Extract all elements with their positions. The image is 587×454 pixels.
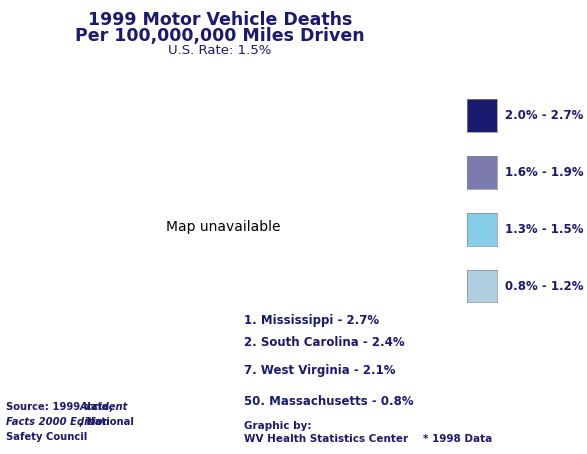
Text: 2. South Carolina - 2.4%: 2. South Carolina - 2.4% <box>244 336 404 349</box>
Text: 0.8% - 1.2%: 0.8% - 1.2% <box>505 280 583 292</box>
Text: 1.6% - 1.9%: 1.6% - 1.9% <box>505 166 583 179</box>
Text: WV Health Statistics Center: WV Health Statistics Center <box>244 434 408 444</box>
Text: Graphic by:: Graphic by: <box>244 421 311 431</box>
Text: Source: 1999 data,: Source: 1999 data, <box>6 402 116 412</box>
Text: Per 100,000,000 Miles Driven: Per 100,000,000 Miles Driven <box>75 27 365 45</box>
Text: Accident: Accident <box>79 402 127 412</box>
Text: * 1998 Data: * 1998 Data <box>423 434 492 444</box>
Text: Safety Council: Safety Council <box>6 432 87 442</box>
Text: 50. Massachusetts - 0.8%: 50. Massachusetts - 0.8% <box>244 395 413 408</box>
Text: U.S. Rate: 1.5%: U.S. Rate: 1.5% <box>168 44 272 58</box>
Text: Map unavailable: Map unavailable <box>166 220 281 234</box>
Text: 7. West Virginia - 2.1%: 7. West Virginia - 2.1% <box>244 364 395 376</box>
Text: 1. Mississippi - 2.7%: 1. Mississippi - 2.7% <box>244 314 379 326</box>
Text: 2.0% - 2.7%: 2.0% - 2.7% <box>505 109 583 122</box>
Text: 1.3% - 1.5%: 1.3% - 1.5% <box>505 223 583 236</box>
Text: , National: , National <box>79 417 134 427</box>
Text: Facts 2000 Edition: Facts 2000 Edition <box>6 417 110 427</box>
Text: 1999 Motor Vehicle Deaths: 1999 Motor Vehicle Deaths <box>88 11 352 30</box>
